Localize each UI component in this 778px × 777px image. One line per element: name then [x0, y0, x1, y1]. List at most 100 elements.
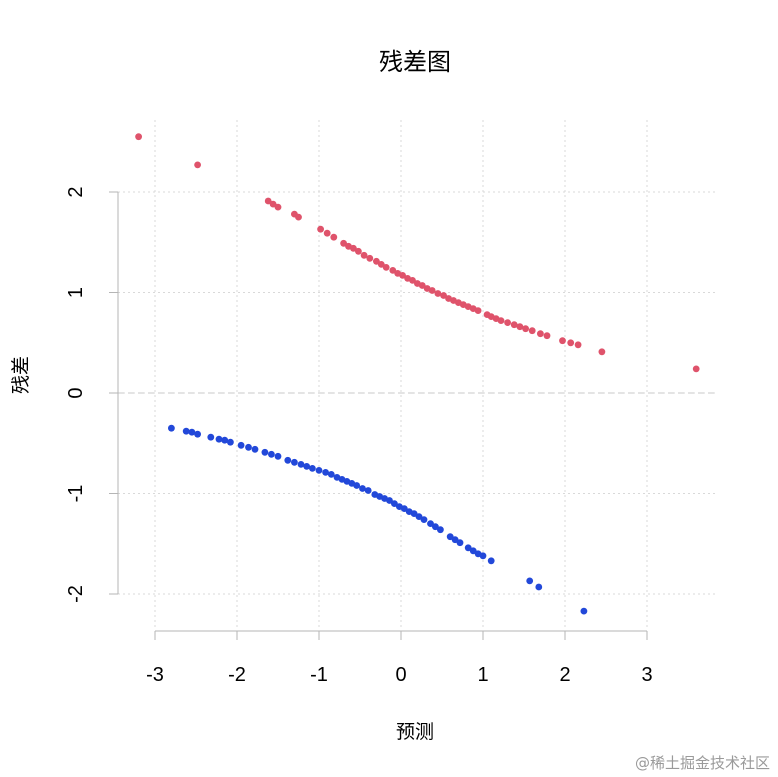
data-point-positive: [135, 133, 143, 141]
data-point-negative: [456, 539, 464, 547]
data-point-negative: [386, 497, 393, 504]
data-point-positive: [409, 277, 416, 284]
x-tick-label: 2: [559, 664, 570, 686]
data-point-positive: [350, 244, 357, 252]
data-point-positive: [355, 247, 362, 255]
data-point-negative: [327, 471, 335, 478]
data-points: [135, 133, 700, 615]
data-point-positive: [194, 161, 202, 169]
data-point-positive: [528, 327, 536, 335]
y-tick-label: 1: [65, 287, 87, 298]
y-tick-label: -1: [65, 485, 87, 503]
data-point-negative: [364, 487, 372, 494]
data-point-negative: [487, 557, 495, 565]
data-point-positive: [559, 337, 566, 345]
data-point-negative: [194, 430, 202, 438]
data-point-negative: [526, 577, 534, 585]
data-point-negative: [182, 427, 190, 435]
data-point-negative: [410, 510, 418, 517]
data-point-positive: [295, 213, 302, 221]
data-point-negative: [464, 544, 472, 552]
data-point-positive: [389, 267, 397, 274]
data-point-negative: [284, 456, 292, 464]
data-point-positive: [692, 365, 700, 373]
data-point-positive: [373, 257, 380, 265]
data-point-positive: [382, 264, 390, 271]
grid-lines: [118, 120, 717, 628]
data-point-negative: [168, 424, 175, 432]
data-point-positive: [510, 321, 518, 329]
data-point-positive: [340, 239, 347, 247]
data-point-negative: [227, 438, 234, 446]
x-tick-label: -3: [146, 664, 164, 686]
data-point-positive: [434, 290, 442, 297]
data-point-positive: [537, 330, 544, 338]
data-point-positive: [522, 325, 529, 333]
data-point-negative: [391, 500, 398, 507]
x-axis-label: 预测: [396, 721, 434, 743]
data-point-negative: [237, 441, 245, 449]
data-point-negative: [446, 533, 454, 541]
data-point-positive: [598, 348, 606, 356]
data-point-positive: [428, 287, 436, 294]
data-point-positive: [418, 282, 426, 289]
data-point-negative: [451, 536, 459, 544]
data-point-positive: [543, 332, 551, 340]
data-point-negative: [359, 485, 366, 492]
data-point-negative: [437, 526, 444, 534]
data-point-negative: [303, 463, 311, 470]
data-point-negative: [580, 607, 588, 615]
x-tick-label: -2: [228, 664, 246, 686]
data-point-positive: [360, 251, 368, 259]
data-point-positive: [317, 225, 324, 233]
data-point-negative: [251, 445, 259, 453]
data-point-negative: [415, 513, 423, 520]
data-point-positive: [567, 339, 575, 347]
data-point-positive: [574, 341, 582, 349]
data-point-negative: [322, 469, 329, 476]
data-point-positive: [516, 323, 524, 331]
data-point-positive: [330, 233, 338, 241]
data-point-positive: [497, 317, 505, 324]
data-point-positive: [474, 307, 482, 314]
data-point-positive: [377, 261, 385, 268]
data-point-negative: [274, 452, 282, 460]
y-tick-label: 0: [65, 387, 87, 398]
x-tick-label: 3: [641, 664, 652, 686]
data-point-negative: [245, 443, 252, 451]
y-tick-label: 2: [65, 186, 87, 197]
data-point-negative: [291, 458, 298, 466]
axes: -3 -2 -1 0 1 2 3 -2 -1 0 1 2: [65, 186, 653, 686]
data-point-positive: [323, 229, 331, 237]
x-tick-label: 1: [477, 664, 488, 686]
data-point-negative: [353, 482, 361, 489]
data-point-negative: [315, 467, 323, 474]
x-tick-label: -1: [310, 664, 328, 686]
data-point-positive: [504, 319, 511, 326]
data-point-negative: [432, 523, 439, 531]
data-point-negative: [215, 435, 223, 443]
data-point-negative: [297, 461, 305, 468]
data-point-negative: [268, 450, 275, 458]
data-point-negative: [535, 583, 543, 591]
data-point-negative: [427, 520, 434, 527]
data-point-negative: [469, 547, 477, 555]
data-point-negative: [309, 465, 316, 472]
data-point-positive: [440, 292, 447, 299]
data-point-negative: [221, 436, 229, 444]
data-point-positive: [366, 254, 374, 262]
data-point-negative: [400, 505, 408, 512]
data-point-negative: [479, 552, 487, 560]
data-point-negative: [261, 448, 269, 456]
data-point-positive: [264, 197, 272, 205]
data-point-negative: [420, 516, 428, 523]
data-point-negative: [188, 428, 196, 436]
chart-title: 残差图: [379, 48, 451, 76]
data-point-positive: [399, 272, 406, 279]
y-tick-label: -2: [65, 585, 87, 603]
data-point-negative: [207, 433, 215, 441]
y-axis-label: 残差: [10, 356, 32, 394]
watermark: @稀土掘金技术社区: [635, 754, 770, 772]
x-tick-label: 0: [395, 664, 406, 686]
